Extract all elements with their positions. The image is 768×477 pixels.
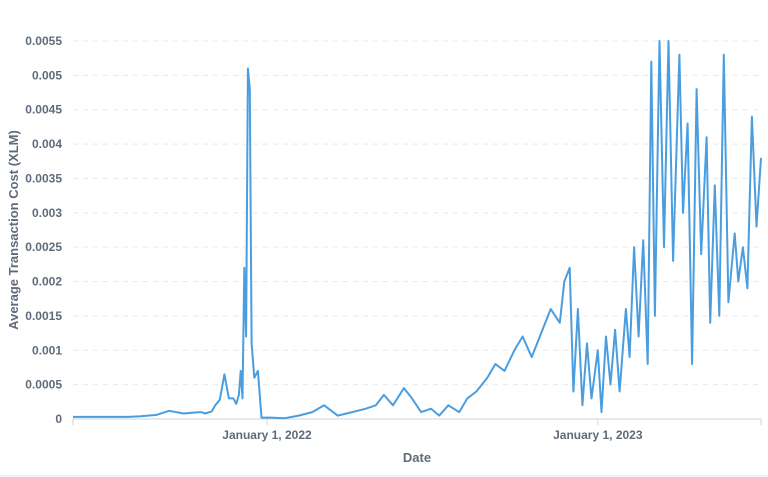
y-tick-label: 0.003	[32, 206, 62, 220]
y-tick-label: 0.002	[32, 275, 62, 289]
y-tick-label: 0.004	[32, 137, 62, 151]
y-tick-label: 0.0055	[25, 34, 62, 48]
x-axis-ticks: January 1, 2022 January 1, 2023	[72, 419, 762, 442]
y-tick-label: 0.0005	[25, 378, 62, 392]
y-axis-title: Average Transaction Cost (XLM)	[6, 130, 21, 330]
y-tick-label: 0.0025	[25, 240, 62, 254]
y-tick-label: 0.0035	[25, 171, 62, 185]
y-tick-label: 0.0015	[25, 309, 62, 323]
y-tick-label: 0.0045	[25, 103, 62, 117]
y-tick-label: 0	[55, 412, 62, 426]
series-layer	[73, 40, 762, 420]
gridlines	[73, 40, 761, 386]
x-axis-title: Date	[403, 450, 431, 465]
y-tick-label: 0.001	[32, 343, 62, 357]
x-tick-label: January 1, 2022	[222, 428, 312, 442]
x-tick-label: January 1, 2023	[553, 428, 643, 442]
y-tick-label: 0.005	[32, 68, 62, 82]
y-axis-ticks: 0 0.0005 0.001 0.0015 0.002 0.0025 0.003 0.0035…	[25, 34, 62, 426]
series-line	[73, 40, 762, 420]
